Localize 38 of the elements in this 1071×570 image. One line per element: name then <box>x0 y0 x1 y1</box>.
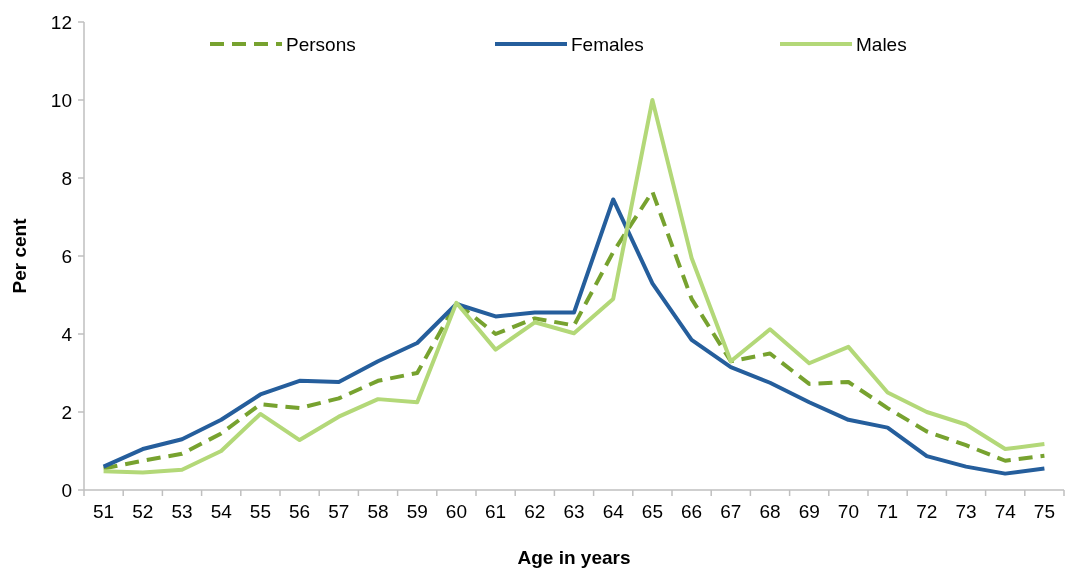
x-tick-label: 60 <box>445 501 467 522</box>
x-tick-label: 69 <box>798 501 820 522</box>
x-tick-label: 71 <box>877 501 899 522</box>
x-tick-label: 68 <box>759 501 781 522</box>
x-axis-title: Age in years <box>517 547 631 568</box>
line-series <box>101 98 1047 475</box>
x-tick-label: 53 <box>171 501 193 522</box>
legend-label: Males <box>856 33 907 55</box>
x-tick-label: 57 <box>328 501 350 522</box>
x-tick-label: 62 <box>524 501 546 522</box>
y-tick-label: 8 <box>61 167 72 189</box>
x-tick-label: 70 <box>837 501 859 522</box>
x-tick-label: 51 <box>93 501 115 522</box>
x-tick-label: 65 <box>641 501 663 522</box>
legend-label: Persons <box>286 33 356 55</box>
x-tick-label: 59 <box>406 501 428 522</box>
x-tick-label: 64 <box>602 501 625 522</box>
y-axis-title: Per cent <box>9 217 30 294</box>
x-tick-label: 66 <box>681 501 703 522</box>
x-tick-label: 73 <box>955 501 977 522</box>
x-tick-label: 61 <box>485 501 507 522</box>
x-tick-label: 63 <box>563 501 585 522</box>
x-tick-label: 67 <box>720 501 742 522</box>
y-tick-label: 4 <box>61 323 73 345</box>
legend-label: Females <box>571 33 644 55</box>
x-tick-label: 54 <box>210 501 233 522</box>
x-tick-label: 75 <box>1033 501 1055 522</box>
x-tick-label: 56 <box>289 501 311 522</box>
y-tick-label: 2 <box>61 401 72 423</box>
x-tick-label: 72 <box>916 501 938 522</box>
y-tick-label: 6 <box>61 245 72 267</box>
x-tick-label: 55 <box>249 501 271 522</box>
x-tick-label: 74 <box>994 501 1017 522</box>
y-tick-label: 10 <box>50 89 72 111</box>
y-tick-label: 12 <box>50 11 72 33</box>
x-tick-label: 52 <box>132 501 154 522</box>
y-tick-label: 0 <box>61 479 72 501</box>
x-tick-label: 58 <box>367 501 389 522</box>
